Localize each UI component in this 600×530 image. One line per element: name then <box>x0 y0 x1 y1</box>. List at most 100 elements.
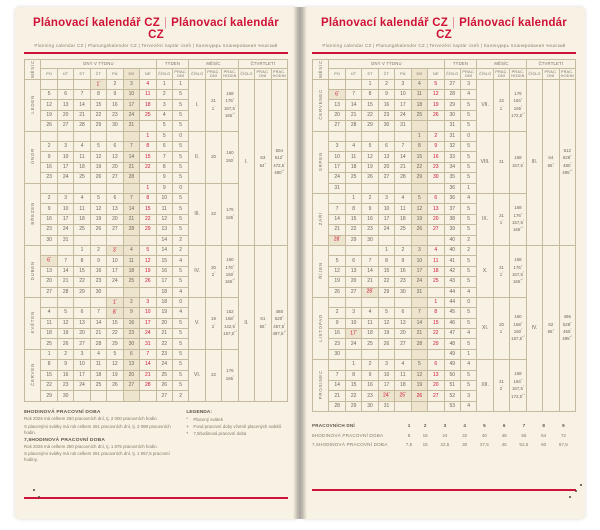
day-cell: 19 <box>139 265 157 278</box>
week-workdays-cell: 0 <box>459 296 478 309</box>
day-name-header: SO <box>122 68 141 80</box>
week-number-cell: 30 <box>443 109 461 122</box>
day-cell: 18 <box>344 161 363 174</box>
conversion-header-label: PRACOVNÍCH DNÍ <box>312 423 355 429</box>
day-cell: 6° <box>40 255 58 267</box>
month-workdays-cell: 21 1° <box>492 244 511 298</box>
day-cell: 13 <box>427 203 445 215</box>
day-cell: 26 <box>427 109 445 122</box>
week-number-cell: 25 <box>155 369 173 382</box>
day-cell: 7 <box>122 192 141 205</box>
day-cell: 6 <box>122 348 141 361</box>
conversion-value-cell: 32 <box>462 432 468 438</box>
day-cell: 14 <box>328 380 346 392</box>
day-cell: 10 <box>56 151 75 163</box>
day-cell: 18 <box>122 265 141 278</box>
week-number-cell: 43 <box>443 276 461 288</box>
day-cell: 20 <box>122 369 141 382</box>
column-group-label: MĚSÍC <box>188 58 239 70</box>
day-cell: 4 <box>427 244 445 257</box>
day-cell: 8 <box>344 203 363 215</box>
table-header: MĚSÍC DNY V TÝDNU TÝDEN MĚSÍC ČTVRTLETÍ PO ÚT S… <box>23 58 289 80</box>
day-cell: 8 <box>89 89 108 101</box>
day-cell <box>122 286 141 298</box>
week-workdays-cell: 0 <box>171 296 190 309</box>
day-cell <box>328 130 346 143</box>
day-cell: 25 <box>89 380 108 392</box>
day-cell: 2 <box>89 244 108 257</box>
day-cell: 4 <box>394 359 412 371</box>
title-divider: | <box>451 17 456 29</box>
day-cell: 18 <box>73 161 91 174</box>
day-cell: 9 <box>377 89 396 101</box>
day-cell: 10 <box>106 255 124 267</box>
day-cell: 25 <box>122 276 141 288</box>
day-cell: 23 <box>328 338 346 350</box>
conversion-column-header: 3 <box>443 423 447 429</box>
week-row: 3 4 5 6 7 8 9 32 5 <box>313 141 576 153</box>
week-number-cell: 14 <box>155 234 173 246</box>
day-cell: 12 <box>410 369 429 382</box>
week-number-cell: 36 <box>443 192 461 205</box>
day-cell: 25 <box>73 172 91 184</box>
month-name-label: SRPEN <box>311 130 330 195</box>
header-sub-row: PO ÚT ST ČT PÁ SO NE ČÍSLO PRAC. DNÍ ČÍSLO PRAC. D… <box>313 68 577 80</box>
conversion-value-cell: 7,5 <box>405 442 413 448</box>
week-row: PROSINEC 1 2 3 4 5 6 49 4 XII. 21 2° 168 184+ 157,5* 17… <box>311 359 576 413</box>
sub-column-header: PRAC. HODIN <box>558 68 577 80</box>
week-number-cell: 51 <box>443 380 461 392</box>
sub-column-header: PRAC. HODIN <box>509 68 527 80</box>
month-name-label: LEDEN <box>23 78 42 132</box>
day-cell: 3° <box>106 244 124 257</box>
day-cell: 9 <box>89 255 108 267</box>
quarter-workdays-cell: 63 64+ <box>254 78 272 246</box>
day-cell: 9 <box>361 369 379 382</box>
day-cell <box>139 390 157 402</box>
day-cell <box>73 296 91 309</box>
day-cell: 19 <box>89 161 108 174</box>
day-name-header: ÚT <box>56 68 75 80</box>
month-name-label: DUBEN <box>23 244 42 298</box>
day-cell: 27 <box>328 120 346 132</box>
day-cell: 1 <box>361 78 379 91</box>
day-cell: 24 <box>106 276 124 288</box>
week-row: 13 14 15 16 17 18 19 29 5 <box>313 99 576 111</box>
week-workdays-cell: 3 <box>459 390 478 402</box>
planning-calendar-table: MĚSÍC DNY V TÝDNU TÝDEN MĚSÍC ČTVRTLETÍ PO ÚT S… <box>23 58 289 402</box>
day-cell: 20 <box>344 276 363 288</box>
day-cell <box>40 182 58 195</box>
day-cell: 21 <box>394 161 412 174</box>
conversion-value-cell: 16 <box>422 432 428 438</box>
day-cell: 21 <box>410 328 429 340</box>
day-name-header: NE <box>427 68 445 80</box>
day-cell: 5 <box>106 348 124 361</box>
title-cz: Plánovací kalendář CZ <box>33 17 160 29</box>
week-number-cell: 27 <box>443 78 461 91</box>
week-workdays-cell: 5 <box>171 192 190 205</box>
day-cell: 23 <box>40 224 58 236</box>
day-cell: 8 <box>73 255 91 267</box>
day-cell: 20 <box>328 109 346 122</box>
day-cell: 21 <box>122 213 141 226</box>
day-cell: 2 <box>56 348 75 361</box>
day-cell: 24° <box>377 390 396 402</box>
day-cell: 24 <box>122 109 141 122</box>
month-column-header: MĚSÍC <box>23 58 42 80</box>
conversion-table: PRACOVNÍCH DNÍ 1 2 3 4 5 6 7 8 9 8HODINOVÁ PRACOVN… <box>312 421 576 449</box>
day-cell <box>122 130 141 143</box>
day-cell: 5 <box>139 244 157 257</box>
month-name-label: LISTOPAD <box>311 296 330 361</box>
day-cell: 23 <box>361 224 379 236</box>
day-cell: 14 <box>56 265 75 278</box>
week-number-cell: 42 <box>443 265 461 278</box>
week-number-cell: 15 <box>155 255 173 267</box>
month-name-label: ÚNOR <box>23 130 42 184</box>
day-cell <box>410 182 429 195</box>
legend-symbol: * <box>186 431 189 437</box>
week-row: 25 26 27 28 29 30 31 22 5 <box>25 338 288 350</box>
day-cell: 24 <box>394 109 412 122</box>
quarter-workdays-cell: 64 66+ <box>542 78 560 246</box>
day-cell: 18 <box>394 380 412 392</box>
day-cell <box>89 234 108 246</box>
week-number-cell: 34 <box>443 161 461 174</box>
